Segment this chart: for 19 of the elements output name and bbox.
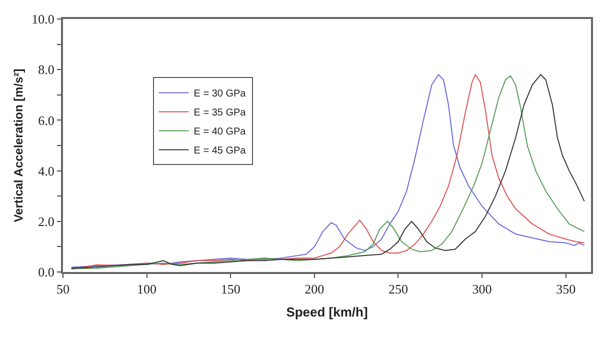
x-tick-label: 50 (56, 282, 70, 297)
y-axis-title: Vertical Acceleration [m/s²] (11, 68, 26, 222)
y-tick-label: 6.0 (38, 112, 54, 128)
legend-label: E = 45 GPa (194, 146, 246, 157)
y-tick-label: 0.0 (38, 264, 54, 280)
x-tick-label: 100 (137, 282, 157, 297)
x-tick-label: 300 (472, 282, 492, 297)
y-tick-label: 8.0 (38, 62, 54, 78)
x-tick-label: 250 (388, 282, 408, 297)
y-tick-label: 2.0 (38, 214, 54, 229)
legend-label: E = 40 GPa (194, 126, 246, 138)
y-tick-label: 10.0 (32, 12, 54, 27)
x-tick-label: 150 (220, 282, 240, 297)
x-axis-title: Speed [km/h] (286, 304, 368, 320)
x-tick-label: 350 (556, 282, 576, 297)
legend-label: E = 30 GPa (194, 88, 246, 100)
x-tick-label: 200 (304, 282, 324, 297)
y-tick-label: 4.0 (38, 163, 54, 178)
legend-label: E = 35 GPa (194, 108, 246, 119)
